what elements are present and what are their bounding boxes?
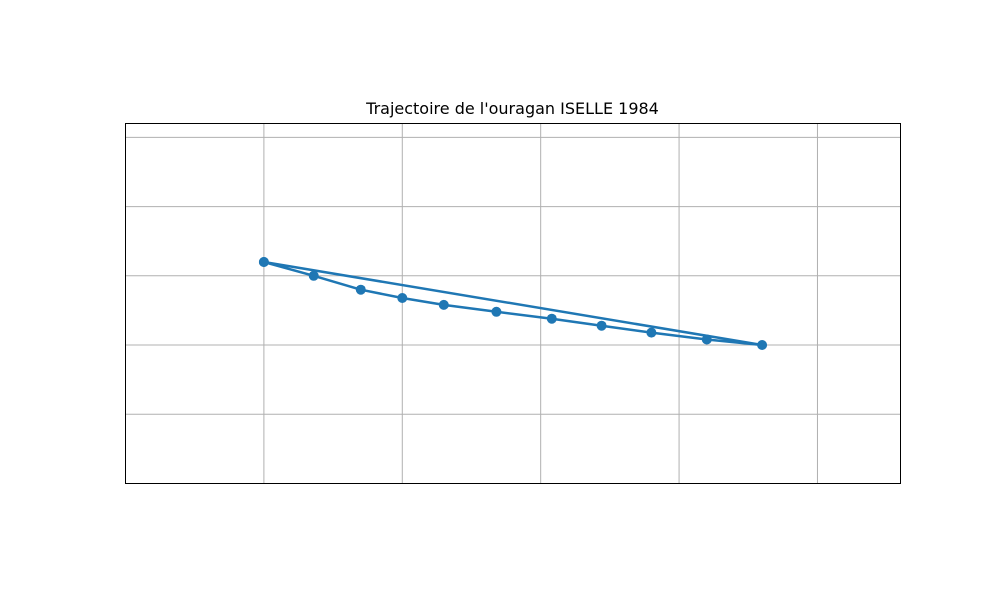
track-point xyxy=(596,320,607,331)
grid xyxy=(125,123,901,484)
chart-title: Trajectoire de l'ouragan ISELLE 1984 xyxy=(365,99,659,118)
track-point xyxy=(438,299,449,310)
series-line-0 xyxy=(263,260,764,347)
track-point xyxy=(646,327,657,338)
series-track xyxy=(258,257,768,350)
track-point xyxy=(308,270,319,281)
plot-area-frame xyxy=(125,123,901,484)
track-point xyxy=(258,257,269,267)
track-point xyxy=(491,306,502,317)
track-point xyxy=(355,284,366,295)
track-point xyxy=(757,340,768,350)
track-point xyxy=(397,293,408,303)
track-point xyxy=(701,334,712,345)
track-point xyxy=(546,313,557,324)
